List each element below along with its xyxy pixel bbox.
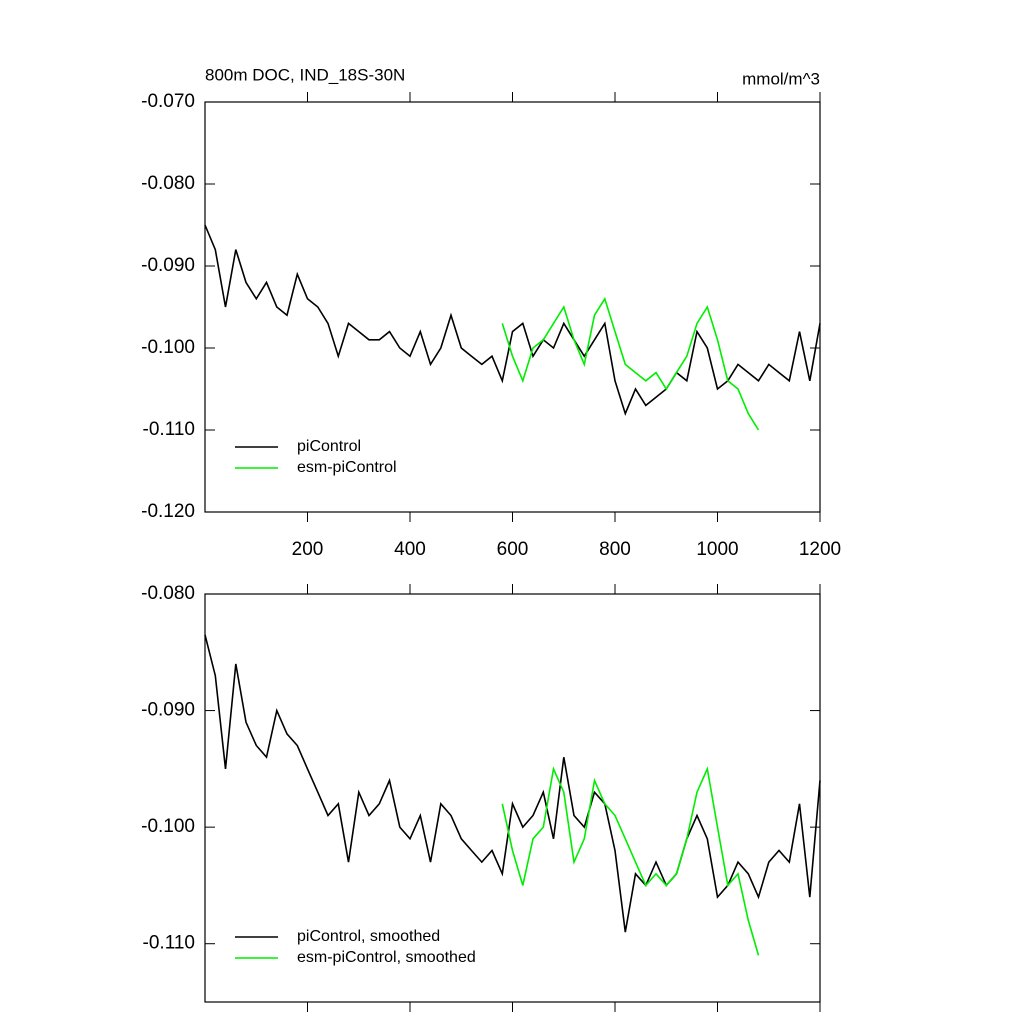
chart-title: 800m DOC, IND_18S-30N [205,65,405,84]
legend-label: piControl [297,438,361,455]
legend-label: piControl, smoothed [297,928,440,945]
y-tick-label: -0.110 [143,933,195,954]
x-tick-label: 800 [599,539,631,560]
x-tick-label: 1200 [799,539,841,560]
units-label: mmol/m^3 [742,69,820,88]
x-tick-label: 200 [292,539,324,560]
legend-label: esm-piControl, smoothed [297,949,476,966]
series-line [501,296,760,431]
y-tick-label: -0.080 [141,173,195,194]
series-line [204,634,821,933]
y-tick-label: -0.090 [141,700,195,721]
x-tick-label: 1000 [696,539,738,560]
series-line [501,766,760,956]
series-line [204,224,821,416]
legend-label: esm-piControl [297,459,397,476]
y-tick-label: -0.110 [143,419,195,440]
y-tick-label: -0.080 [141,583,195,604]
y-tick-label: -0.100 [141,816,195,837]
y-tick-label: -0.070 [141,91,195,112]
y-tick-label: -0.090 [141,255,195,276]
y-tick-label: -0.100 [141,337,195,358]
y-tick-label: -0.120 [141,501,195,522]
x-tick-label: 600 [497,539,529,560]
x-tick-label: 400 [394,539,426,560]
